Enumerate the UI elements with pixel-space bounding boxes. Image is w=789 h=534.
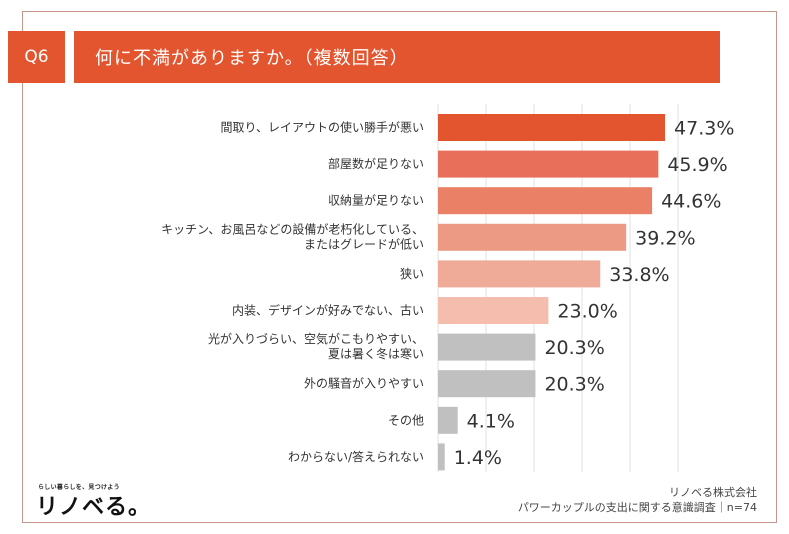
bar [438,406,458,434]
value-label: 23.0% [557,301,617,323]
source-company: リノベる株式会社 [669,486,757,499]
bar [438,443,445,471]
value-label: 1.4% [454,447,502,469]
chart-frame [22,11,777,523]
bar [438,223,627,251]
bar [438,187,653,215]
question-number-badge: Q6 [8,31,65,83]
category-label: 部屋数が足りない [328,156,424,171]
category-label: わからない/答えられない [288,449,424,464]
value-label: 45.9% [667,154,727,176]
bar [438,297,549,324]
category-label: またはグレードが低い [304,236,424,251]
category-label: 内装、デザインが好みでない、古い [232,303,424,318]
category-label: 狭い [400,267,424,281]
bar [438,333,536,361]
bar [438,260,601,288]
category-label: 収納量が足りない [328,193,424,208]
category-label: その他 [388,413,424,427]
value-label: 33.8% [609,264,669,286]
value-label: 4.1% [467,410,515,432]
category-label: 外の騒音が入りやすい [304,376,424,391]
category-label: キッチン、お風呂などの設備が老朽化している、 [161,221,424,236]
bar [438,150,659,178]
category-label: 間取り、レイアウトの使い勝手が悪い [220,120,424,135]
value-label: 20.3% [544,337,604,359]
question-title: 何に不満がありますか。（複数回答） [74,31,720,83]
value-label: 20.3% [544,374,604,396]
value-label: 44.6% [661,191,721,213]
value-label: 39.2% [635,227,695,249]
category-label: 光が入りづらい、空気がこもりやすい、 [208,331,424,346]
company-logo: リノベる。 [36,495,152,520]
value-label: 47.3% [674,118,734,140]
source-survey: パワーカップルの支出に関する意識調査｜n=74 [517,501,757,514]
bar [438,370,536,398]
bar [438,114,666,141]
logo-tagline: らしい暮らしを、見つけよう [38,484,120,491]
category-label: 夏は暑く冬は寒い [328,346,424,361]
